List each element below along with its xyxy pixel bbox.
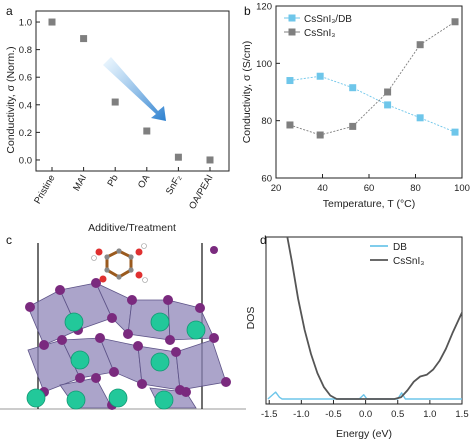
y-tick-label: 100: [256, 59, 272, 70]
data-point: [384, 88, 392, 96]
data-point: [286, 77, 294, 85]
data-point: [451, 128, 459, 136]
y-tick-label: 120: [256, 2, 272, 13]
x-tick-label: 20: [271, 183, 282, 194]
panel-label-d: d: [260, 233, 267, 247]
data-point: [111, 98, 119, 106]
panel-d-legend: DB CsSnI₃: [370, 242, 424, 267]
data-point: [143, 127, 151, 135]
panel-b-y-ticks: 60 80 100 120: [256, 2, 280, 185]
panel-b-ylabel: Conductivity, σ (S/cm): [241, 41, 253, 144]
y-tick-label: 0.2: [19, 128, 32, 139]
x-tick-label: 40: [317, 183, 328, 194]
panel-a-points: [48, 18, 214, 164]
panel-d-xlabel: Energy (eV): [336, 428, 392, 440]
panel-b-xlabel: Temperature, T (°C): [323, 198, 416, 210]
panel-a-y-ticks: 0.0 0.2 0.4 0.6 0.8 1.0: [19, 18, 40, 166]
panel-b: b 60 80 100 120 20 40 60 80 100 CsSnI₃/DB CsSnI…: [241, 2, 470, 211]
x-tick-label: -0.5: [325, 409, 341, 420]
panel-d-series: [267, 237, 462, 400]
data-point: [349, 84, 357, 92]
x-tick-label: Pb: [105, 173, 120, 189]
series-line: [267, 391, 462, 400]
panel-d-x-ticks: -1.5 -1.0 -0.5 0.0 0.5 1.0 1.5: [261, 400, 469, 420]
x-tick-label: OA/PEAI: [187, 173, 216, 211]
panel-b-series: [286, 18, 459, 139]
panel-b-legend: CsSnI₃/DB CsSnI₃: [284, 14, 352, 39]
data-point: [80, 35, 88, 43]
panel-a-frame: [35, 10, 230, 172]
x-tick-label: OA: [136, 172, 153, 190]
panel-a: a 0.0 0.2 0.4 0.6 0.8 1.0 Pristine MAI Pb OA SnF₂…: [5, 4, 230, 234]
series-line: [286, 237, 462, 400]
legend-label-cssni3: CsSnI₃: [393, 256, 424, 267]
data-point: [286, 121, 294, 129]
series-line: [289, 75, 456, 133]
x-tick-label: Pristine: [32, 173, 57, 206]
x-tick-label: 80: [410, 183, 421, 194]
panel-a-ylabel: Conductivity, σ (Norm.): [5, 46, 17, 153]
y-tick-label: 60: [261, 174, 272, 185]
legend-label-1: CsSnI₃/DB: [304, 14, 352, 25]
x-tick-label: 60: [364, 183, 375, 194]
legend-marker-2: [288, 28, 296, 36]
x-tick-label: 1.0: [423, 409, 436, 420]
panel-b-x-ticks: 20 40 60 80 100: [271, 174, 470, 194]
y-tick-label: 80: [261, 116, 272, 127]
molecule: [91, 243, 148, 283]
x-tick-label: 1.5: [455, 409, 468, 420]
data-point: [349, 122, 357, 130]
panel-label-c: c: [6, 233, 12, 247]
data-point: [384, 101, 392, 109]
legend-label-db: DB: [393, 242, 407, 253]
data-point: [316, 72, 324, 80]
x-tick-label: -1.5: [261, 409, 277, 420]
x-tick-label: 0.5: [391, 409, 404, 420]
panel-d: d -1.5 -1.0 -0.5 0.0 0.5 1.0 1.5 DB CsSnI₃ DOS…: [245, 233, 469, 440]
y-tick-label: 1.0: [19, 18, 32, 29]
panel-d-frame: [265, 236, 463, 405]
panel-d-ylabel: DOS: [245, 307, 257, 330]
x-tick-label: SnF₂: [164, 173, 184, 197]
x-tick-label: -1.0: [293, 409, 309, 420]
x-tick-label: 100: [454, 183, 470, 194]
y-tick-label: 0.4: [19, 100, 32, 111]
y-tick-label: 0.0: [19, 155, 32, 166]
panel-a-x-ticks: Pristine MAI Pb OA SnF₂ OA/PEAI: [32, 167, 216, 211]
data-point: [416, 114, 424, 122]
panel-c: c: [0, 233, 246, 410]
x-tick-label: MAI: [71, 173, 89, 193]
panel-a-xlabel: Additive/Treatment: [88, 222, 176, 234]
data-point: [451, 18, 459, 26]
data-point: [206, 156, 214, 164]
panel-label-a: a: [6, 4, 13, 18]
data-point: [48, 18, 56, 26]
data-point: [416, 41, 424, 49]
series-line: [289, 21, 456, 136]
crystal-structure-illustration: [0, 243, 246, 410]
trend-arrow: [103, 57, 166, 121]
panel-label-b: b: [244, 4, 251, 18]
x-tick-label: 0.0: [359, 409, 372, 420]
y-tick-label: 0.6: [19, 73, 32, 84]
y-tick-label: 0.8: [19, 45, 32, 56]
legend-marker-1: [288, 14, 296, 22]
data-point: [174, 153, 182, 161]
data-point: [316, 131, 324, 139]
legend-label-2: CsSnI₃: [304, 28, 335, 39]
